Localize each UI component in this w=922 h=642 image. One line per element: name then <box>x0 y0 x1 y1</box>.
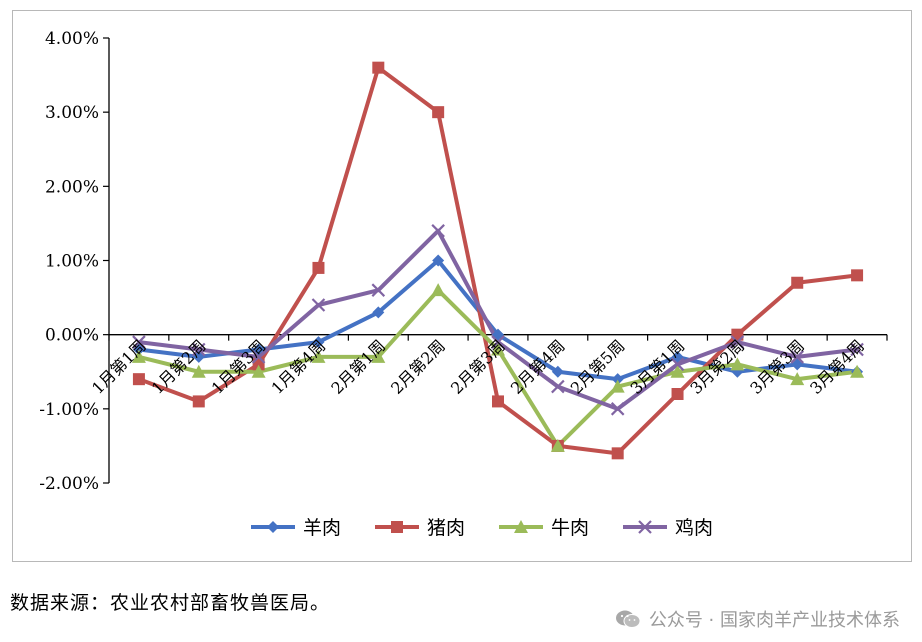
y-tick-label: 1.00% <box>45 252 99 272</box>
series-markers-1 <box>132 254 864 386</box>
data-point <box>432 254 445 267</box>
data-point <box>551 365 564 378</box>
data-point <box>850 342 864 357</box>
data-point <box>491 335 505 349</box>
y-axis-labels: 4.00% 3.00% 2.00% 1.00% 0.00% -1.00% -2.00% <box>39 29 99 494</box>
x-tick-label: 2月第1周 <box>327 336 389 398</box>
data-point <box>251 364 266 378</box>
data-point <box>790 350 805 364</box>
watermark: 公众号 · 国家肉羊产业技术体系 <box>615 606 900 632</box>
y-tick-label: 2.00% <box>45 177 99 197</box>
data-point <box>132 373 145 386</box>
legend-swatch-marker <box>391 521 403 533</box>
data-point <box>790 372 805 386</box>
data-point <box>670 364 685 378</box>
data-point <box>191 342 206 357</box>
legend-label: 鸡肉 <box>675 517 713 539</box>
chart-frame: 1月第1周 1月第2周 1月第3周 1月第4周 2月第1周 2月第2周 2月第3周 2月第4周… <box>12 10 912 562</box>
wechat-icon <box>615 610 641 628</box>
series-markers-4 <box>132 224 864 416</box>
data-point <box>851 269 864 282</box>
data-point <box>372 306 385 319</box>
data-point <box>850 364 865 378</box>
y-tick-label: -2.00% <box>39 474 99 494</box>
data-point <box>312 261 325 274</box>
legend-swatch-marker <box>514 520 528 533</box>
data-point <box>312 336 325 349</box>
data-point <box>611 447 624 460</box>
data-point <box>251 350 266 364</box>
data-point <box>431 283 446 297</box>
data-point <box>671 388 684 400</box>
data-point <box>371 283 386 297</box>
data-point <box>730 335 745 349</box>
legend-item-2: 猪肉 <box>375 517 465 539</box>
data-point <box>191 364 206 378</box>
x-tick-label: 2月第3周 <box>447 336 509 398</box>
data-point <box>372 61 385 74</box>
source-note: 数据来源：农业农村部畜牧兽医局。 <box>10 592 331 614</box>
data-point <box>730 357 745 371</box>
y-tick-label: 0.00% <box>45 326 99 346</box>
data-point <box>492 395 504 408</box>
data-point <box>371 349 386 363</box>
y-tick-label: 3.00% <box>45 103 99 123</box>
line-chart: 1月第1周1月第2周1月第3周1月第4周2月第1周2月第2周2月第3周2月第4周… <box>39 29 888 539</box>
data-point <box>670 357 685 372</box>
series-markers <box>131 61 865 460</box>
y-tick-label: 4.00% <box>45 29 99 49</box>
data-point <box>551 379 565 394</box>
legend-label: 猪肉 <box>427 517 465 539</box>
data-point <box>131 349 146 363</box>
data-point <box>432 106 445 119</box>
data-point <box>610 402 625 416</box>
data-point <box>550 438 565 452</box>
data-point <box>491 342 505 356</box>
legend-label: 牛肉 <box>551 517 589 539</box>
legend-label: 羊肉 <box>303 517 341 539</box>
data-point <box>311 298 326 312</box>
legend-item-1: 羊肉 <box>251 517 341 539</box>
legend-item-3: 牛肉 <box>499 517 589 539</box>
y-tick-label: -1.00% <box>39 400 99 420</box>
legend-swatch-marker <box>638 520 652 534</box>
data-point <box>311 349 326 363</box>
data-point <box>611 373 624 386</box>
legend: 羊肉 猪肉 牛肉 鸡肉 <box>251 517 713 539</box>
series-markers-2 <box>132 61 864 460</box>
axes <box>103 37 888 484</box>
x-tick-label: 2月第2周 <box>387 336 449 398</box>
data-point <box>132 335 146 349</box>
series-markers-3 <box>131 283 865 452</box>
data-point <box>610 379 625 393</box>
watermark-text: 公众号 · 国家肉羊产业技术体系 <box>648 610 900 631</box>
data-point <box>791 276 804 289</box>
legend-swatch-marker <box>267 521 279 533</box>
legend-item-4: 鸡肉 <box>623 517 713 539</box>
data-point <box>431 224 445 238</box>
data-point <box>192 395 205 408</box>
